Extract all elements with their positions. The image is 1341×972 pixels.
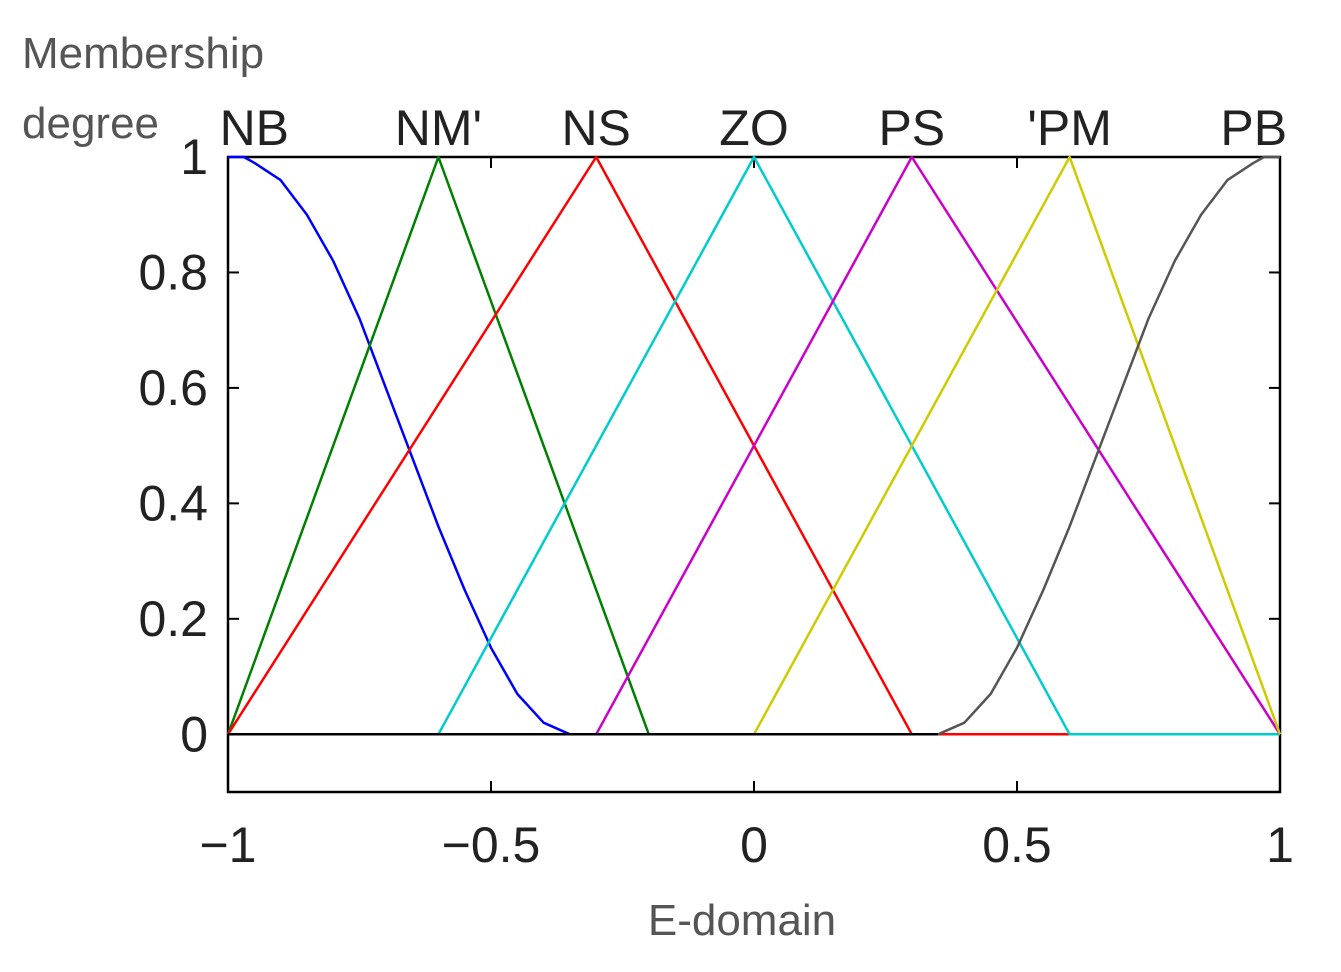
y-tick-label: 0.2 [138, 591, 208, 647]
axis-ticks [227, 156, 1281, 792]
membership-function-labels: NB NM' NS ZO PS 'PM PB [220, 100, 1287, 156]
x-tick-label: −0.5 [442, 817, 541, 873]
mf-label-nb: NB [220, 100, 289, 156]
mf-label-zo: ZO [719, 100, 788, 156]
series-line-nb [228, 155, 1280, 736]
y-tick-label: 0.8 [138, 244, 208, 300]
mf-label-ns: NS [561, 100, 630, 156]
y-tick-label: 0.4 [138, 475, 208, 531]
mf-label-ps: PS [878, 100, 945, 156]
x-axis-label: E-domain [648, 896, 836, 945]
mf-label-pm: 'PM [1027, 100, 1112, 156]
y-axis-label-line-2: degree [22, 99, 159, 148]
x-tick-label: −1 [199, 817, 256, 873]
y-axis-label-line-1: Membership [22, 29, 264, 78]
y-tick-label: 0.6 [138, 360, 208, 416]
x-tick-label: 0.5 [982, 817, 1052, 873]
series-lines [226, 155, 1282, 736]
series-line-ps [228, 155, 1282, 736]
series-line-pb [228, 155, 1280, 736]
plot-frame [226, 155, 1282, 794]
x-tick-label: 0 [740, 817, 768, 873]
y-tick-label: 1 [180, 129, 208, 185]
mf-label-pb: PB [1220, 100, 1287, 156]
x-tick-label: 1 [1266, 817, 1294, 873]
tick-labels: −1 −0.5 0 0.5 1 0 0.2 0.4 0.6 0.8 1 [138, 129, 1293, 873]
y-tick-label: 0 [180, 706, 208, 762]
mf-label-nm: NM' [395, 100, 482, 156]
